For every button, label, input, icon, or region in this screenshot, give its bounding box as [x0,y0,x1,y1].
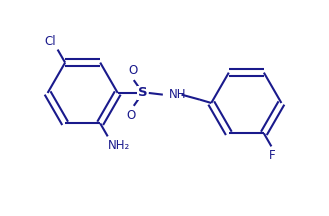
Text: NH₂: NH₂ [108,139,130,152]
Text: F: F [269,149,275,162]
Text: Cl: Cl [44,35,56,48]
Text: NH: NH [169,88,186,101]
Text: S: S [138,86,148,100]
Text: O: O [128,64,138,77]
Text: O: O [127,109,136,122]
